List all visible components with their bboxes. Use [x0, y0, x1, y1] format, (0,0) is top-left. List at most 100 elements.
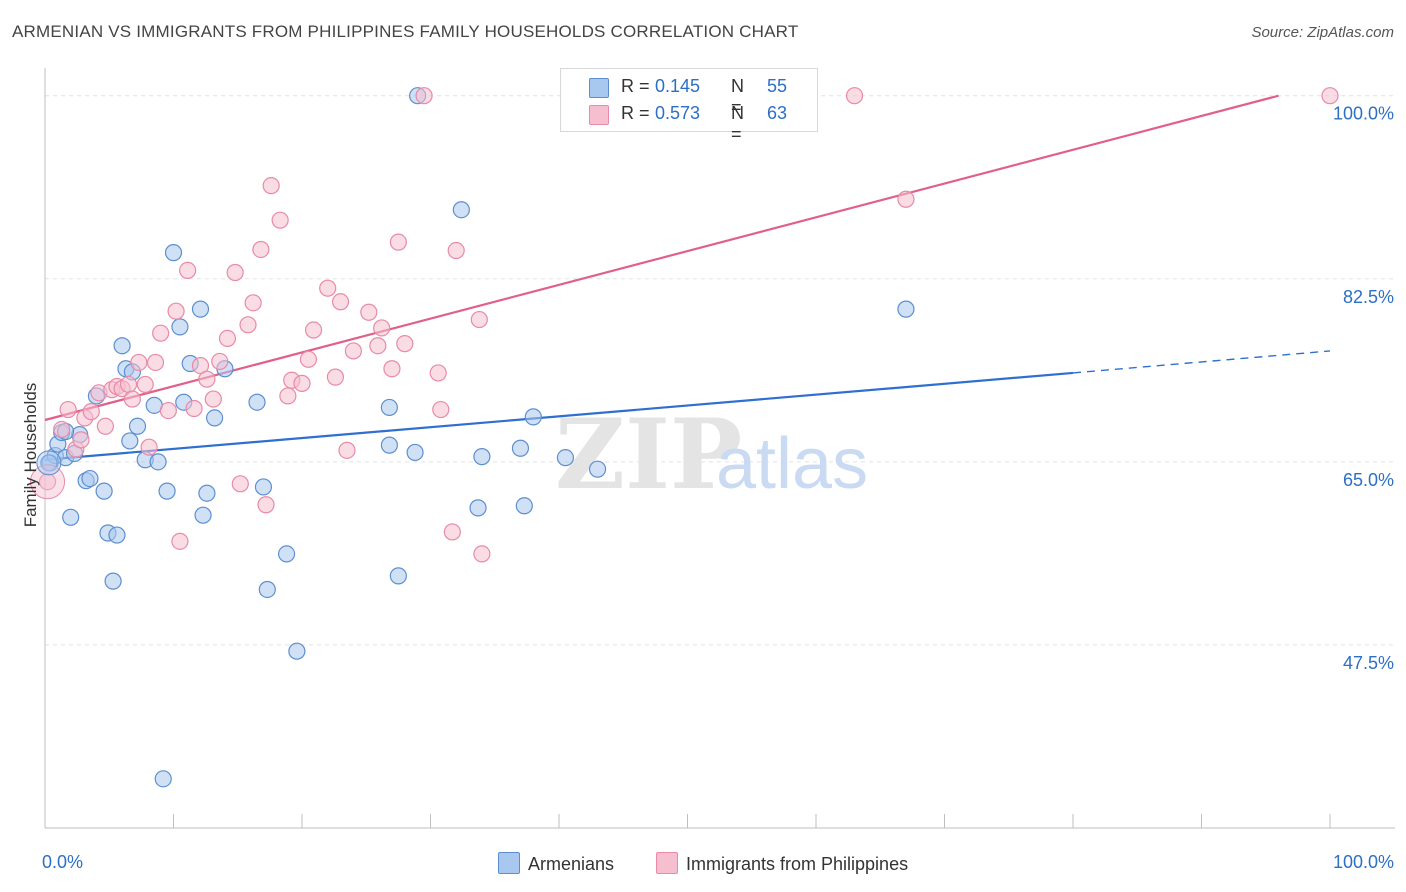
armenians-point: [104, 572, 122, 590]
armenians-point: [95, 482, 113, 500]
armenians-trend-line: [44, 371, 1074, 461]
philippines-point: [244, 294, 262, 312]
n-value: 63: [767, 103, 788, 123]
correlation-legend: R = 0.145 N = 55 R = 0.573 N = 63: [560, 68, 818, 144]
philippines-point: [326, 368, 345, 386]
armenians-point: [198, 484, 216, 502]
legend-label-philippines: Immigrants from Philippines: [686, 854, 909, 874]
philippines-point: [396, 335, 414, 353]
philippines-point: [415, 87, 433, 105]
philippines-point: [331, 293, 350, 311]
armenians-point: [288, 642, 306, 660]
armenians-point: [389, 567, 407, 585]
axes: [44, 68, 1395, 829]
armenians-point: [108, 526, 126, 544]
armenians-point: [897, 300, 915, 318]
philippines-point: [304, 321, 323, 339]
pink-swatch-icon: [656, 852, 678, 874]
philippines-point: [72, 431, 90, 449]
philippines-point: [185, 399, 203, 418]
philippines-point: [226, 263, 244, 282]
legend-label-armenians: Armenians: [528, 854, 615, 874]
philippines-point: [897, 190, 915, 208]
philippines-point: [369, 337, 387, 355]
armenians-point: [524, 408, 542, 426]
philippines-point: [204, 390, 222, 408]
chart-title: ARMENIAN VS IMMIGRANTS FROM PHILIPPINES …: [12, 22, 799, 41]
philippines-point: [252, 240, 270, 259]
armenians-point: [154, 770, 172, 788]
philippines-point: [198, 370, 216, 388]
y-tick-labels: 47.5% 65.0% 82.5% 100.0%: [1333, 104, 1394, 673]
armenians-point: [40, 454, 58, 472]
philippines-point: [262, 177, 280, 195]
gridlines: [45, 95, 1395, 646]
armenians-point: [511, 439, 530, 457]
bottom-legend-philippines: Immigrants from Philippines: [656, 852, 908, 875]
r-label: R =: [621, 76, 650, 96]
armenians-point: [380, 436, 398, 454]
armenians-point: [121, 432, 139, 450]
philippines-point: [152, 324, 170, 342]
philippines-point: [130, 353, 148, 372]
philippines-point: [383, 360, 401, 378]
philippines-point: [231, 475, 249, 493]
armenians-point: [206, 409, 224, 427]
philippines-point: [429, 364, 447, 382]
armenians-point: [81, 469, 99, 488]
philippines-point: [344, 342, 362, 360]
philippines-point: [136, 375, 154, 394]
trend-lines: [44, 94, 1331, 461]
blue-swatch-icon: [498, 852, 520, 874]
armenians-point: [452, 201, 470, 219]
r-value: 0.145: [655, 76, 701, 96]
philippines-point: [59, 400, 77, 419]
watermark-atlas: atlas: [716, 424, 868, 504]
philippines-point: [123, 390, 141, 408]
philippines-point: [360, 303, 378, 321]
philippines-point: [179, 261, 197, 279]
philippines-point: [473, 545, 491, 563]
armenians-point: [406, 443, 424, 462]
watermark-zip: ZIP: [555, 398, 742, 511]
x-axis-max-label: 100.0%: [1332, 852, 1394, 872]
philippines-point: [319, 279, 337, 297]
philippines-point: [373, 319, 391, 337]
source-label: Source: ZipAtlas.com: [1251, 24, 1394, 41]
armenians-point: [36, 450, 62, 476]
n-value: 55: [767, 76, 788, 96]
philippines-point: [218, 329, 237, 347]
armenians-point: [556, 449, 575, 467]
armenians-point: [171, 318, 189, 336]
philippines-point: [279, 387, 297, 405]
philippines-point: [257, 496, 275, 514]
philippines-point: [82, 403, 100, 421]
philippines-point: [293, 374, 311, 392]
philippines-point: [443, 523, 461, 541]
philippines-point: [171, 532, 189, 550]
philippines-point: [470, 310, 488, 329]
philippines-point: [96, 417, 114, 435]
armenians-point: [254, 478, 273, 496]
armenians-point: [515, 497, 533, 515]
philippines-point: [1321, 87, 1339, 105]
armenians-point: [277, 545, 296, 563]
bottom-legend-armenians: Armenians: [498, 852, 614, 875]
r-value: 0.573: [655, 103, 701, 123]
philippines-point: [146, 353, 165, 372]
r-label: R =: [621, 103, 650, 123]
philippines-point: [447, 241, 465, 260]
philippines-point: [167, 302, 185, 320]
philippines-point: [432, 400, 450, 419]
philippines-point: [159, 401, 177, 420]
armenians-trend-extension: [1072, 350, 1331, 374]
philippines-point: [211, 352, 229, 371]
armenians-point: [380, 398, 398, 417]
armenians-point: [128, 417, 147, 435]
philippines-point: [389, 233, 407, 251]
armenians-point: [258, 580, 276, 599]
armenians-point: [62, 508, 80, 526]
y-tick-label: 47.5%: [1343, 653, 1394, 673]
y-axis-label: Family Households: [21, 382, 40, 528]
